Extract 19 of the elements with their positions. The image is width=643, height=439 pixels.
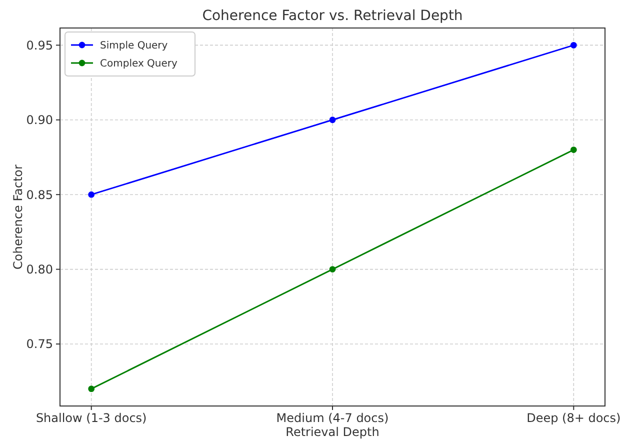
chart-title: Coherence Factor vs. Retrieval Depth bbox=[202, 8, 463, 24]
y-tick-label: 0.90 bbox=[26, 113, 53, 128]
x-axis-title: Retrieval Depth bbox=[286, 425, 380, 439]
point bbox=[88, 386, 95, 392]
point bbox=[88, 191, 95, 198]
x-tick-label: Deep (8+ docs) bbox=[526, 411, 621, 425]
y-tick-label: 0.95 bbox=[26, 38, 53, 52]
point bbox=[570, 42, 577, 48]
x-tick-label: Shallow (1-3 docs) bbox=[36, 411, 147, 425]
point bbox=[570, 146, 577, 153]
point bbox=[329, 266, 336, 272]
y-tick-label: 0.80 bbox=[26, 262, 53, 276]
legend-label: Simple Query bbox=[100, 40, 168, 52]
y-tick-label: 0.75 bbox=[26, 337, 53, 352]
legend-label: Complex Query bbox=[100, 58, 178, 70]
y-axis-title: Coherence Factor bbox=[11, 164, 25, 270]
x-tick-label: Medium (4-7 docs) bbox=[276, 411, 389, 425]
y-tick-label: 0.85 bbox=[26, 188, 53, 202]
point bbox=[329, 116, 336, 124]
